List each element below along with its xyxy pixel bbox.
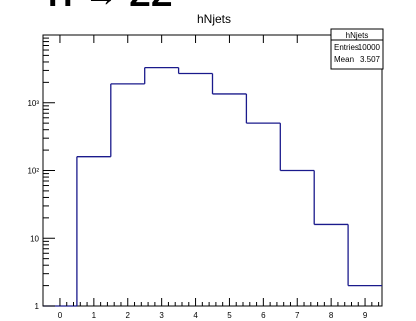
x-tick-label-1: 1	[92, 311, 97, 320]
y-tick-label-1: 1	[35, 302, 40, 311]
stats-mean-label: Mean	[334, 55, 354, 64]
x-tick-label-4: 4	[193, 311, 198, 320]
y-tick-label-100: 10²	[27, 167, 39, 176]
chart-title: hNjets	[197, 12, 231, 26]
y-tick-label-10: 10	[30, 234, 39, 243]
histogram-layer	[43, 66, 382, 307]
y-axis-ticks: 1 10 10² 10³	[27, 37, 55, 311]
x-tick-label-7: 7	[295, 311, 300, 320]
x-tick-label-0: 0	[58, 311, 63, 320]
stats-mean-value: 3.507	[360, 55, 381, 64]
stats-box: hNjets Entries 10000 Mean 3.507	[330, 28, 384, 70]
x-tick-label-6: 6	[261, 311, 266, 320]
cut-off-page-title: H → ZZ	[48, 0, 173, 12]
x-tick-label-3: 3	[159, 311, 164, 320]
stats-box-title: hNjets	[346, 31, 369, 40]
stats-entries-value: 10000	[358, 43, 381, 52]
x-tick-label-9: 9	[363, 311, 368, 320]
x-tick-label-5: 5	[227, 311, 232, 320]
x-axis-ticks: 0 1 2 3 4 5 6 7 8 9	[58, 35, 380, 320]
x-tick-label-2: 2	[126, 311, 131, 320]
x-tick-label-8: 8	[329, 311, 334, 320]
stats-entries-label: Entries	[334, 43, 359, 52]
stats-box-frame	[330, 28, 384, 70]
y-tick-label-1000: 10³	[27, 99, 39, 108]
